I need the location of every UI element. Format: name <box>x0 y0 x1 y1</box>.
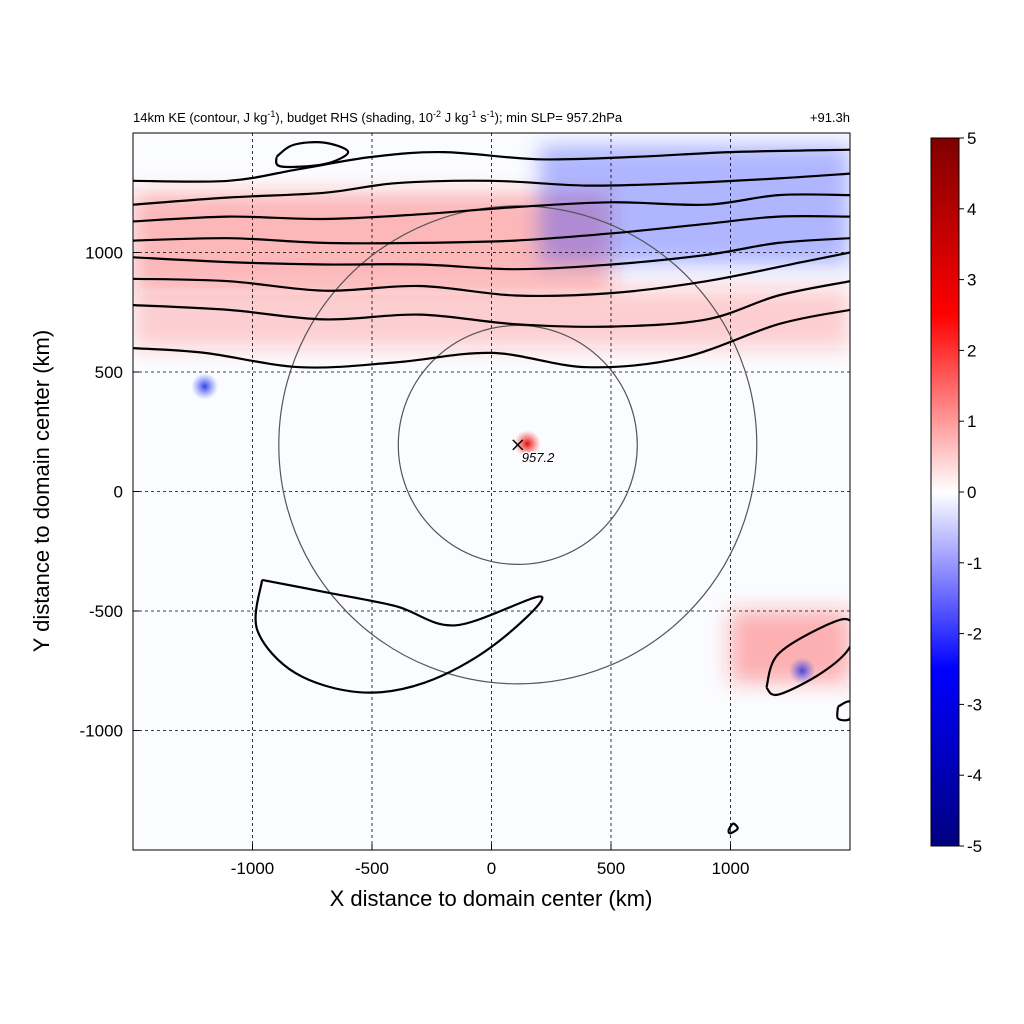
y-tick-label: 0 <box>114 483 123 502</box>
y-axis-title: Y distance to domain center (km) <box>29 330 54 652</box>
y-axis: -1000 -500 0 500 1000 <box>80 244 139 741</box>
shading-blob-3 <box>513 430 541 458</box>
colorbar-tick-label: -5 <box>967 837 982 856</box>
y-tick-label: -500 <box>89 602 123 621</box>
x-tick-label: -500 <box>355 859 389 878</box>
colorbar-tick-label: 0 <box>967 483 976 502</box>
x-tick-label: 1000 <box>712 859 750 878</box>
colorbar-tick-label: -4 <box>967 766 982 785</box>
y-tick-label: 1000 <box>85 244 123 263</box>
ke-contour-1 <box>133 280 850 328</box>
x-tick-label: 500 <box>597 859 625 878</box>
colorbar-tick-label: 2 <box>967 341 976 360</box>
colorbar-ticks: 5 4 3 2 1 0 -1 -2 -3 -4 -5 <box>959 129 982 856</box>
shading-blob-4 <box>191 372 219 400</box>
x-axis: -1000 -500 0 500 1000 <box>231 844 750 878</box>
colorbar-tick-label: 5 <box>967 129 976 148</box>
colorbar-tick-label: -1 <box>967 554 982 573</box>
storm-center-x-stroke-2 <box>512 439 524 451</box>
colorbar-tick-label: -2 <box>967 625 982 644</box>
x-axis-title: X distance to domain center (km) <box>330 886 653 911</box>
y-tick-label: 500 <box>95 363 123 382</box>
ke-contour-4 <box>133 215 850 245</box>
ke-contours <box>133 141 850 835</box>
storm-center-marker: 957.2 <box>512 439 557 466</box>
colorbar-tick-label: -3 <box>967 695 982 714</box>
chart-title: 14km KE (contour, J kg-1), budget RHS (s… <box>133 109 623 125</box>
ke-contour-11 <box>836 700 850 722</box>
x-tick-label: -1000 <box>231 859 274 878</box>
ke-contour-7 <box>133 148 850 183</box>
colorbar-bar <box>930 137 960 847</box>
ke-contour-9 <box>254 578 544 694</box>
colorbar-tick-label: 1 <box>967 412 976 431</box>
ke-contour-2 <box>133 251 850 298</box>
ke-contour-12 <box>727 822 739 835</box>
ke-contour-0 <box>133 308 850 369</box>
ke-contour-3 <box>133 237 850 271</box>
y-tick-label: -1000 <box>80 722 123 741</box>
time-label: +91.3h <box>810 110 850 125</box>
ke-contour-5 <box>133 193 850 223</box>
ke-contour-6 <box>133 172 850 206</box>
colorbar: 5 4 3 2 1 0 -1 -2 -3 -4 -5 <box>930 129 982 856</box>
colorbar-tick-label: 4 <box>967 200 976 219</box>
ke-contour-8 <box>275 141 350 169</box>
storm-center-label: 957.2 <box>522 450 555 465</box>
shading-blob-6 <box>788 657 816 685</box>
ke-contour-10 <box>765 617 850 697</box>
plot-area: 957.2 <box>133 133 850 850</box>
x-tick-label: 0 <box>487 859 496 878</box>
colorbar-tick-label: 3 <box>967 271 976 290</box>
